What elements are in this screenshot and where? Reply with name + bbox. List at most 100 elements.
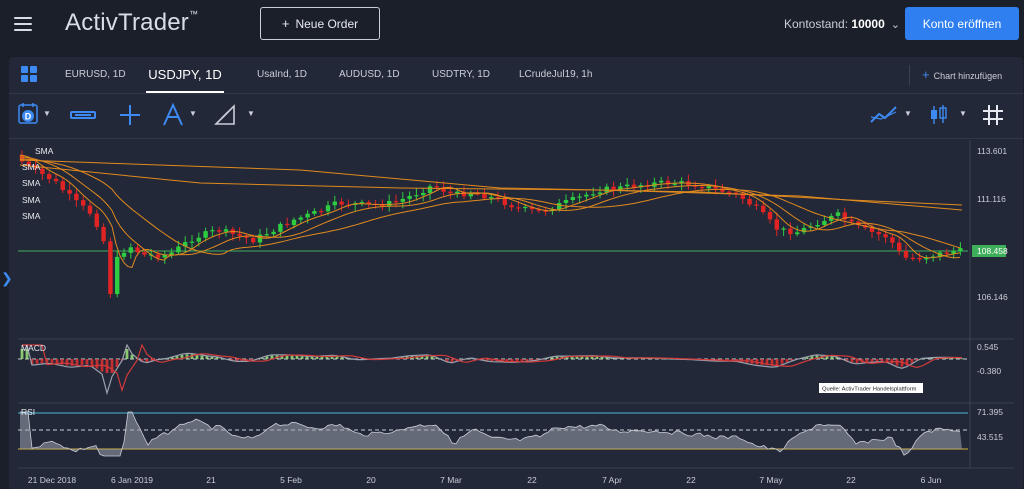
candle-body [407,195,412,199]
candle-body [285,223,290,226]
activtrader-logo[interactable]: ActivTrader™ [65,9,198,37]
calendar-icon[interactable]: D [18,102,40,128]
candle-body [40,168,45,175]
candle-body [584,194,589,197]
sma-label[interactable]: SMA [22,211,41,221]
macd-label[interactable]: MACD [21,343,46,353]
tab-lcrude[interactable]: LCrudeJul19, 1h [519,69,593,80]
candle-body [176,246,181,253]
candle-body [693,185,698,187]
candle-body [672,183,677,185]
macd-bar [960,358,964,360]
macd-bar [325,356,329,359]
sma-label[interactable]: SMA [22,178,41,188]
logo-trademark: ™ [189,9,199,19]
candle-body [251,237,256,243]
candle-body [699,186,705,189]
rsi-tick: 43.515 [977,432,1003,442]
pitchfork-icon[interactable] [162,102,184,128]
new-order-button[interactable]: + Neue Order [260,7,380,40]
candle-body [339,201,344,205]
rsi-label[interactable]: RSI [21,407,35,417]
macd-bar [855,359,859,364]
macd-signal-line [22,343,963,393]
rsi-tick: 71.395 [977,407,1003,417]
macd-bar [430,356,434,359]
candle-body [400,198,405,202]
macd-bar [835,357,839,359]
logo-text: ActivTrader [65,9,190,36]
macd-bar [845,359,849,361]
price-tick: 111.116 [977,194,1006,204]
tab-usaind[interactable]: UsaInd, 1D [257,69,308,80]
macd-bar [305,356,309,359]
caret-down-icon[interactable]: ▼ [904,109,912,118]
candle-body [101,226,106,242]
caret-down-icon[interactable]: ▼ [959,109,967,118]
candle-body [842,212,847,220]
candle-body [740,193,745,199]
time-tick: 22 [846,475,856,485]
macd-bar [600,356,604,359]
sma-label[interactable]: SMA [22,195,41,205]
caret-down-icon[interactable]: ▼ [247,109,255,118]
chevron-right-icon[interactable]: ❯ [1,270,13,286]
time-tick: 21 Dec 2018 [28,475,76,485]
candle-body [74,193,79,201]
macd-bar [895,359,899,366]
macd-bar [535,359,539,361]
macd-bar [125,349,129,359]
candle-body [774,219,779,230]
macd-bar [295,355,299,359]
tab-eurusd[interactable]: EURUSD, 1D [65,69,126,80]
tab-audusd[interactable]: AUDUSD, 1D [339,69,400,80]
candle-body [958,248,963,252]
candle-body [713,186,718,189]
macd-bar [730,359,734,361]
caret-down-icon[interactable]: ▼ [189,109,197,118]
crosshair-icon[interactable] [119,102,141,128]
menu-icon[interactable] [14,17,32,31]
tab-usdjpy[interactable]: USDJPY, 1D [146,57,224,93]
candle-body [210,230,215,232]
plus-icon: + [922,67,930,82]
macd-bar [115,359,119,368]
drawing-icon[interactable] [214,102,236,128]
layout-grid-icon[interactable] [21,66,37,82]
candle-body [611,186,616,190]
bar-style-icon[interactable] [69,102,99,128]
account-balance[interactable]: Kontostand: 10000 ⌄ [784,17,900,31]
sma-label[interactable]: SMA [35,146,54,156]
sma-line [19,158,961,255]
macd-bar [150,359,154,361]
open-account-button[interactable]: Konto eröffnen [905,7,1019,40]
plus-icon: + [281,16,290,31]
macd-bar [500,359,504,362]
macd-bar [735,359,739,362]
candle-body [557,202,562,210]
candle-body [468,193,473,197]
add-chart-button[interactable]: + Chart hinzufügen [922,57,1002,93]
indicators-icon[interactable] [869,102,899,128]
candle-body [536,209,541,211]
tab-usdtry[interactable]: USDTRY, 1D [432,69,490,80]
macd-bar [60,359,64,365]
candle-type-icon[interactable] [929,102,949,128]
macd-bar [300,356,304,359]
time-tick: 6 Jun [921,475,942,485]
macd-bar [590,356,594,359]
candle-body [604,186,609,193]
grid-icon[interactable] [982,102,1004,128]
caret-down-icon[interactable]: ▼ [43,109,51,118]
time-tick: 21 [206,475,216,485]
candle-body [271,231,276,235]
macd-bar [175,356,179,359]
candle-body [414,195,419,197]
macd-bar [340,357,344,359]
macd-bar [870,359,874,362]
macd-bar [20,349,24,359]
sma-label[interactable]: SMA [22,162,41,172]
candle-body [951,251,956,254]
chart-toolbar: D ▼ ▼ ▼ ▼ ▼ [9,94,1023,139]
